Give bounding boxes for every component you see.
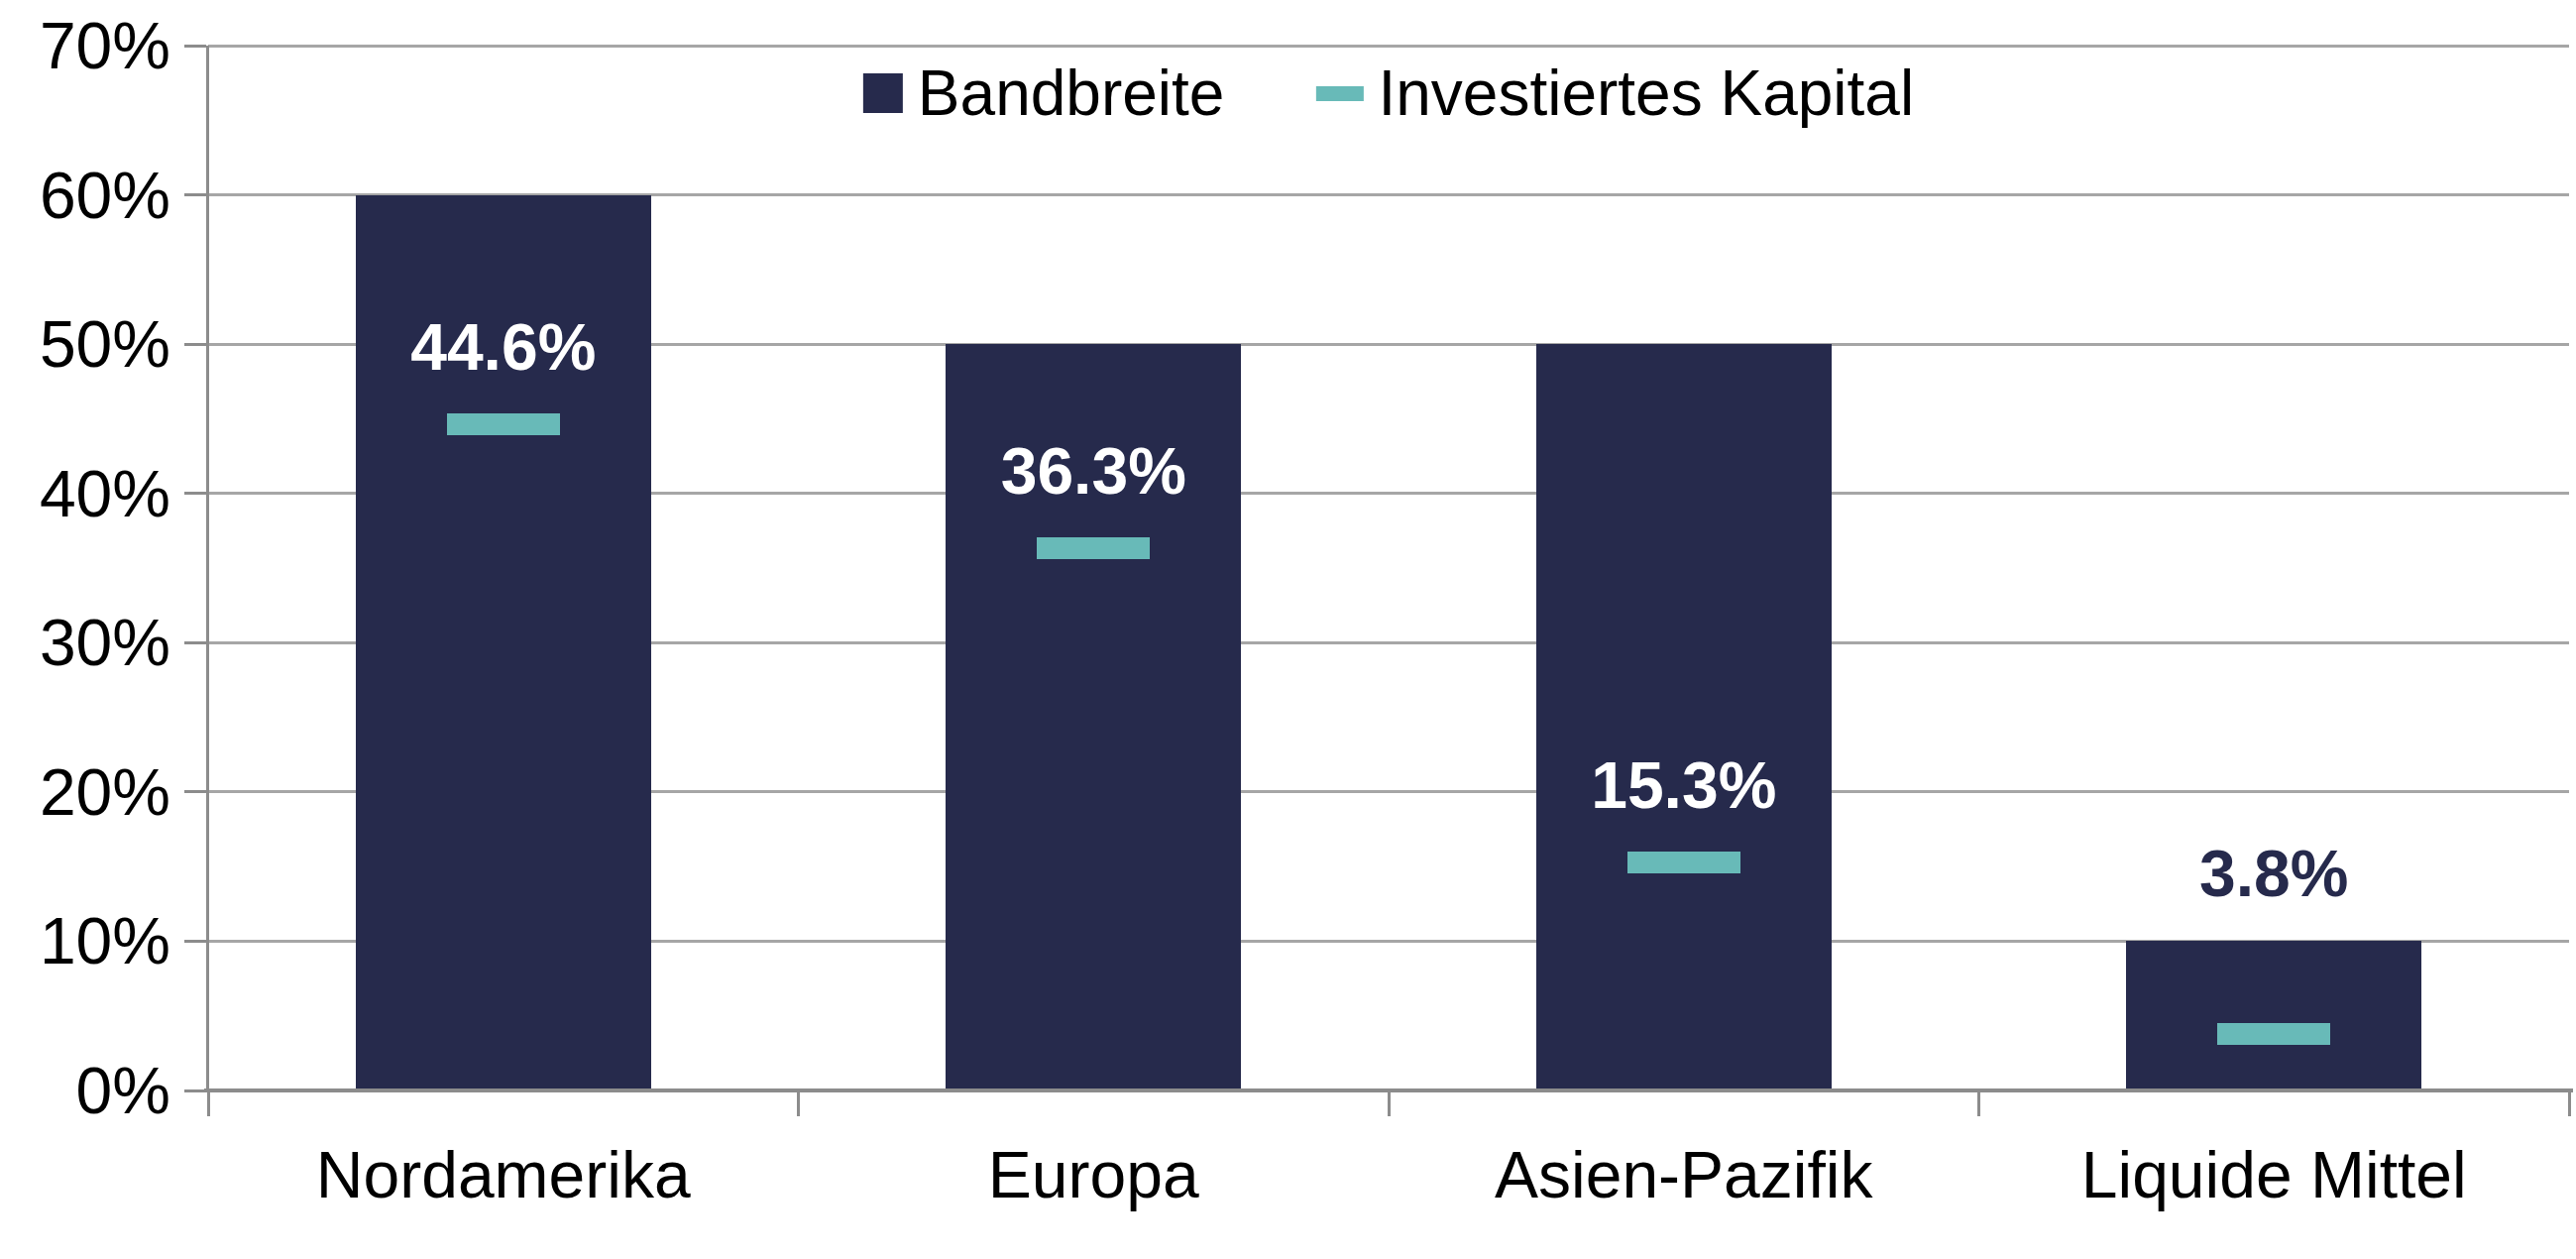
marker-investiertes-kapital	[1037, 537, 1150, 559]
gridline	[208, 45, 2569, 48]
y-axis-label: 40%	[0, 461, 170, 526]
y-axis-label: 60%	[0, 163, 170, 228]
value-label: 3.8%	[2026, 841, 2521, 906]
y-axis-label: 70%	[0, 13, 170, 78]
legend-item-investiertes-kapital: Investiertes Kapital	[1315, 61, 1914, 125]
legend-label-bandbreite: Bandbreite	[918, 61, 1225, 125]
y-axis-tick	[184, 641, 206, 644]
y-axis-tick	[184, 45, 206, 48]
marker-investiertes-kapital	[2217, 1023, 2330, 1045]
bar-bandbreite	[1536, 344, 1832, 1090]
y-axis-tick	[184, 492, 206, 495]
y-axis-label: 30%	[0, 610, 170, 675]
x-axis-tick	[797, 1090, 800, 1116]
x-axis-tick	[1977, 1090, 1980, 1116]
x-axis-tick	[2568, 1090, 2571, 1116]
y-axis-label: 20%	[0, 759, 170, 825]
y-axis-tick	[184, 193, 206, 196]
y-axis-tick	[184, 1089, 206, 1092]
bar-series-swatch-icon	[863, 73, 903, 113]
y-axis-line	[206, 46, 209, 1090]
x-axis-label: Europa	[799, 1142, 1390, 1207]
legend-item-bandbreite: Bandbreite	[863, 61, 1225, 125]
x-axis-label: Liquide Mittel	[1979, 1142, 2570, 1207]
marker-investiertes-kapital	[447, 413, 560, 435]
marker-investiertes-kapital	[1627, 852, 1740, 873]
chart-legend: Bandbreite Investiertes Kapital	[863, 61, 1914, 125]
value-label: 44.6%	[256, 314, 751, 380]
y-axis-tick	[184, 940, 206, 943]
bar-chart: Bandbreite Investiertes Kapital 0% 10% 20%…	[0, 0, 2576, 1259]
bar-bandbreite	[2126, 941, 2421, 1090]
x-axis-label: Asien-Pazifik	[1389, 1142, 1979, 1207]
dash-series-swatch-icon	[1315, 86, 1363, 101]
value-label: 36.3%	[845, 438, 1341, 504]
legend-label-investiertes-kapital: Investiertes Kapital	[1378, 61, 1914, 125]
y-axis-label: 50%	[0, 311, 170, 377]
value-label: 15.3%	[1436, 752, 1932, 818]
y-axis-tick	[184, 343, 206, 346]
y-axis-label: 10%	[0, 908, 170, 973]
y-axis-tick	[184, 790, 206, 793]
x-axis-tick	[207, 1090, 210, 1116]
x-axis-tick	[1388, 1090, 1391, 1116]
x-axis-label: Nordamerika	[208, 1142, 799, 1207]
y-axis-label: 0%	[0, 1058, 170, 1123]
